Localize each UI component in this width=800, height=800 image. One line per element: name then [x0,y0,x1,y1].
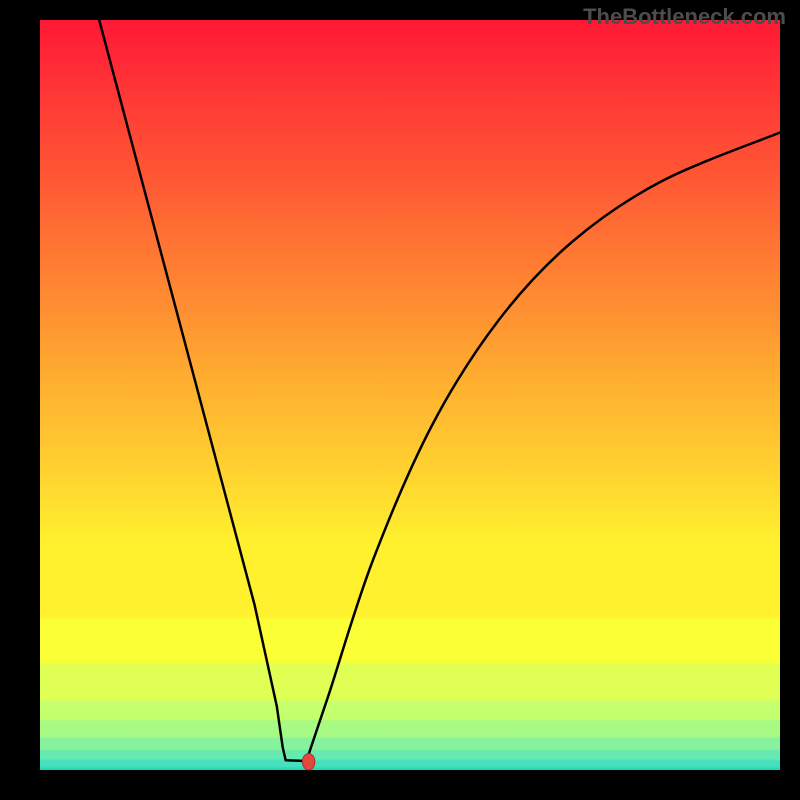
optimal-point-marker [302,754,315,771]
bottleneck-chart [0,0,800,800]
chart-container: TheBottleneck.com [0,0,800,800]
watermark-text: TheBottleneck.com [583,4,786,30]
gradient-background [40,20,780,770]
